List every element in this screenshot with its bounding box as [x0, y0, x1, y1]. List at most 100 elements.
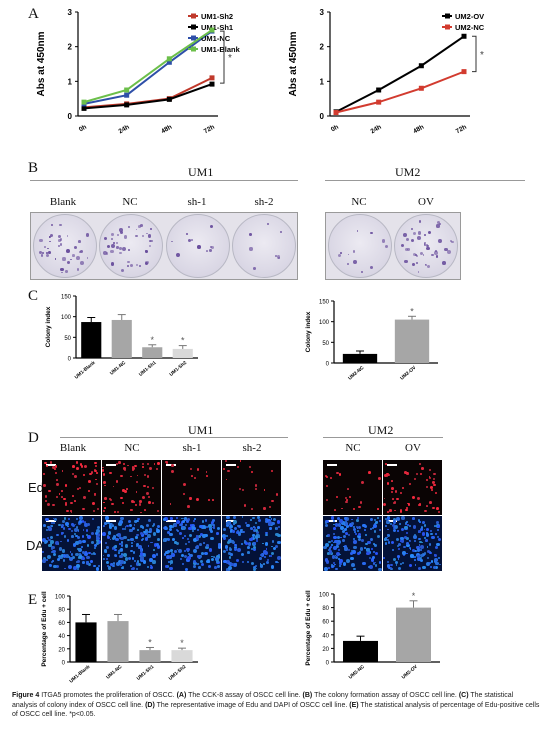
dapi-nucleus: [233, 520, 237, 524]
bar: [107, 621, 129, 662]
edu-nucleus: [251, 508, 253, 510]
dapi-nucleus: [370, 538, 374, 541]
dapi-nucleus: [264, 519, 269, 524]
dapi-nucleus: [230, 528, 234, 532]
dapi-nucleus: [339, 553, 341, 556]
edu-nucleus: [183, 492, 186, 496]
dapi-nucleus: [253, 567, 257, 571]
dapi-nucleus: [180, 554, 184, 558]
dapi-nucleus: [328, 549, 331, 551]
dapi-nucleus: [172, 538, 175, 541]
dapi-nucleus: [163, 553, 167, 556]
scale-bar: [387, 464, 397, 466]
y-axis-label: Percentage of Edu + cell: [305, 590, 312, 666]
dapi-nucleus: [275, 532, 279, 537]
edu-nucleus: [136, 474, 139, 477]
dapi-nucleus: [199, 525, 203, 529]
dapi-nucleus: [333, 536, 337, 540]
dapi-nucleus: [247, 542, 252, 547]
colony-dot: [46, 251, 48, 254]
dapi-nucleus: [247, 551, 250, 554]
dapi-nucleus: [340, 525, 345, 530]
dapi-nucleus: [74, 523, 77, 526]
edu-nucleus: [194, 476, 197, 479]
colony-dot: [49, 233, 54, 238]
dapi-nucleus: [86, 544, 90, 547]
dapi-nucleus: [107, 536, 110, 540]
edu-nucleus: [248, 465, 251, 468]
dapi-nucleus: [87, 563, 91, 567]
edu-nucleus: [429, 477, 432, 480]
edu-nucleus: [140, 511, 142, 514]
dapi-nucleus: [129, 564, 132, 567]
dapi-nucleus: [251, 561, 255, 565]
colony-dot: [434, 249, 437, 252]
edu-nucleus: [146, 474, 150, 478]
edu-nucleus: [275, 492, 279, 496]
dapi-nucleus: [130, 537, 134, 541]
dapi-nucleus: [150, 541, 153, 544]
colony-dot: [109, 249, 114, 254]
edu-nucleus: [383, 503, 386, 507]
edu-nucleus: [361, 481, 365, 485]
colony-dot: [407, 248, 410, 251]
dapi-nucleus: [140, 533, 145, 537]
dapi-nucleus: [233, 547, 237, 551]
dapi-nucleus: [340, 520, 345, 525]
dapi-nucleus: [251, 548, 253, 550]
dapi-nucleus: [117, 551, 120, 555]
dapi-nucleus: [336, 541, 341, 545]
dapi-nucleus: [58, 557, 61, 559]
dapi-nucleus: [163, 537, 168, 542]
edu-nucleus: [118, 460, 121, 464]
dapi-nucleus: [68, 527, 71, 531]
dapi-nucleus: [139, 555, 144, 560]
dapi-nucleus: [228, 552, 232, 556]
colony-dot: [431, 253, 434, 256]
colony-dot: [253, 267, 256, 270]
colony-dot: [119, 227, 123, 232]
dapi-nucleus: [199, 555, 202, 558]
dapi-nucleus: [197, 535, 201, 539]
dapi-nucleus: [43, 523, 47, 527]
dapi-nucleus: [390, 540, 395, 545]
y-tick-label: 3: [68, 8, 73, 17]
edu-nucleus: [432, 481, 435, 484]
edu-nucleus: [110, 499, 113, 502]
dapi-nucleus: [184, 567, 189, 571]
dapi-nucleus: [96, 540, 101, 544]
edu-nucleus: [74, 500, 76, 502]
colony-dot: [65, 269, 69, 273]
colony-dot: [135, 234, 138, 238]
dapi-nucleus: [203, 542, 205, 544]
dapi-nucleus: [68, 518, 71, 520]
bar: [81, 322, 102, 358]
significance-bracket: [220, 30, 225, 84]
dapi-nucleus: [334, 523, 339, 527]
dapi-nucleus: [265, 542, 269, 546]
dapi-nucleus: [331, 544, 333, 547]
dapi-nucleus: [325, 519, 329, 524]
dapi-nucleus: [200, 533, 203, 537]
dapi-nucleus: [265, 560, 270, 564]
bar: [142, 347, 163, 358]
colony-dot: [105, 252, 109, 256]
dapi-nucleus: [258, 519, 262, 523]
dapi-nucleus: [180, 517, 183, 520]
edu-percentage-um2-bar-chart: 0 20 40 60 80 100 Percentage of Edu + cell UM2-…: [305, 590, 440, 681]
edu-nucleus: [428, 476, 431, 478]
dapi-nucleus: [137, 517, 141, 521]
colony-dot: [422, 254, 425, 257]
dapi-nucleus: [339, 562, 342, 566]
y-tick-label: 100: [319, 320, 330, 326]
edu-um2-divider: [323, 437, 443, 438]
colony-dot: [62, 257, 66, 261]
dapi-nucleus: [183, 554, 188, 559]
significance-star: *: [150, 335, 154, 345]
x-tick-label: 0h: [78, 124, 88, 134]
dapi-nucleus: [271, 552, 275, 556]
y-axis-label: Colony index: [45, 306, 52, 347]
edu-nucleus: [419, 462, 422, 465]
dapi-nucleus: [408, 540, 411, 543]
dapi-nucleus: [418, 544, 421, 546]
